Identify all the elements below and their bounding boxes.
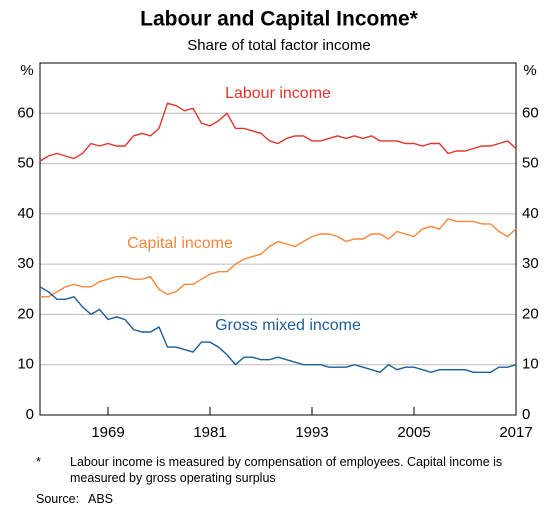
footnote-marker: * [36, 455, 41, 469]
series-label: Gross mixed income [215, 317, 361, 334]
y-tick-label: 20 [17, 305, 34, 322]
y2-tick-label: 30 [522, 255, 539, 272]
y-tick-label: 30 [17, 255, 34, 272]
x-tick-label: 1993 [295, 424, 328, 441]
y-tick-label: 40 [17, 205, 34, 222]
series-label: Labour income [225, 85, 331, 102]
x-tick-label: 2005 [397, 424, 430, 441]
series-line [39, 102, 517, 162]
plot-frame [39, 62, 517, 416]
y-unit-left: % [20, 62, 33, 79]
y2-tick-label: 20 [522, 305, 539, 322]
series-label: Capital income [127, 235, 233, 252]
x-tick-label: 1969 [91, 424, 124, 441]
y-tick-label: 0 [26, 406, 34, 423]
y-tick-label: 50 [17, 155, 34, 172]
series-line [39, 286, 517, 374]
x-tick-label: 2017 [499, 424, 532, 441]
chart-subtitle: Share of total factor income [187, 37, 370, 54]
y-unit-right: % [523, 62, 536, 79]
y2-tick-label: 0 [522, 406, 530, 423]
y-tick-label: 60 [17, 104, 34, 121]
y2-tick-label: 10 [522, 356, 539, 373]
y-tick-label: 10 [17, 356, 34, 373]
y2-tick-label: 50 [522, 155, 539, 172]
source-label: Source: [36, 492, 80, 506]
y2-tick-label: 60 [522, 104, 539, 121]
chart-title: Labour and Capital Income* [140, 8, 419, 31]
footnote: Labour income is measured by compensatio… [70, 455, 503, 485]
source: ABS [88, 492, 114, 506]
x-tick-label: 1981 [193, 424, 226, 441]
y2-tick-label: 40 [522, 205, 539, 222]
series-line [40, 218, 517, 298]
